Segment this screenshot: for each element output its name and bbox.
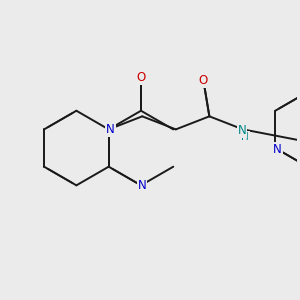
Text: N: N <box>138 179 146 192</box>
Text: N: N <box>106 123 115 136</box>
Text: N: N <box>273 142 282 155</box>
Text: O: O <box>198 74 207 87</box>
Text: O: O <box>136 70 146 84</box>
Text: N: N <box>238 124 246 137</box>
Text: H: H <box>241 132 249 142</box>
